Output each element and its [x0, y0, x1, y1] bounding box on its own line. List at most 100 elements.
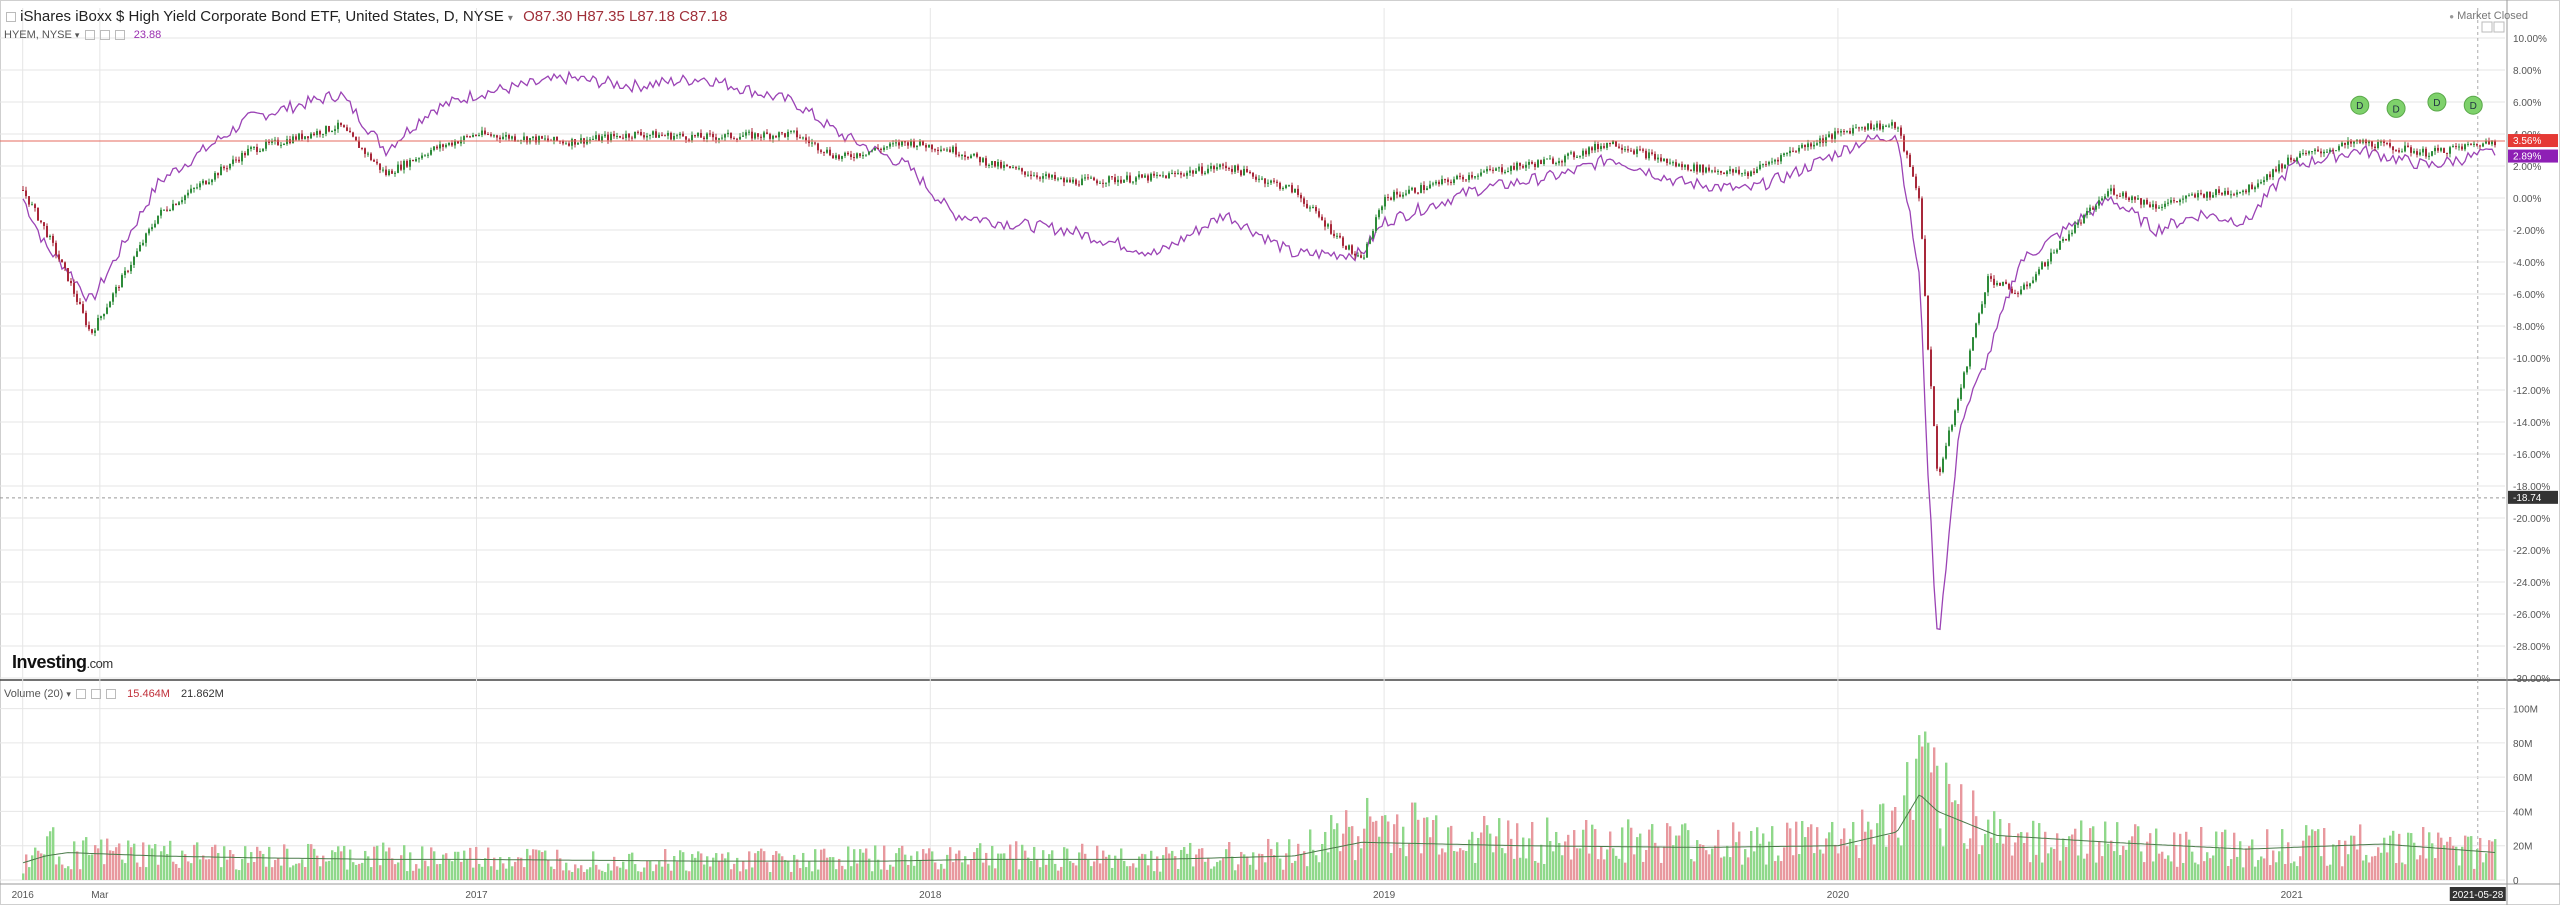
- candle-body: [1528, 161, 1530, 165]
- volume-bar: [1627, 819, 1630, 880]
- candle-body: [1573, 152, 1575, 158]
- volume-bar: [478, 863, 481, 880]
- settings-icon[interactable]: [91, 689, 102, 700]
- candle-body: [649, 134, 651, 136]
- candle-body: [982, 158, 984, 163]
- chevron-down-icon[interactable]: ▾: [66, 689, 71, 699]
- candle-body: [913, 140, 915, 148]
- candle-body: [229, 163, 231, 169]
- volume-bar: [379, 865, 382, 880]
- visibility-icon[interactable]: [84, 30, 95, 41]
- candle-body: [388, 170, 390, 175]
- collapse-icon[interactable]: [6, 12, 16, 23]
- candle-body: [1234, 165, 1236, 172]
- candle-body: [385, 169, 387, 175]
- volume-bar: [940, 863, 943, 880]
- volume-bar: [2320, 856, 2323, 880]
- volume-bar: [1576, 848, 1579, 880]
- candle-body: [910, 140, 912, 146]
- volume-label[interactable]: Volume (20): [4, 688, 64, 700]
- candle-body: [1576, 156, 1578, 158]
- volume-bar: [1984, 833, 1987, 880]
- volume-bar: [2290, 863, 2293, 880]
- volume-bar: [118, 843, 121, 880]
- volume-bar: [481, 866, 484, 880]
- volume-bar: [1906, 762, 1909, 880]
- candle-body: [2479, 145, 2481, 147]
- candle-body: [295, 136, 297, 140]
- candle-body: [1666, 158, 1668, 163]
- candle-body: [805, 137, 807, 141]
- chevron-down-icon[interactable]: ▾: [74, 30, 80, 40]
- volume-bar: [673, 856, 676, 880]
- volume-bar: [2077, 855, 2080, 880]
- candle-body: [2371, 141, 2373, 147]
- volume-bar: [1786, 822, 1789, 880]
- candle-body: [1276, 181, 1278, 183]
- chevron-down-icon[interactable]: ▾: [507, 13, 513, 24]
- volume-bar: [2479, 837, 2482, 880]
- candle-body: [1456, 175, 1458, 180]
- volume-bar: [154, 844, 157, 880]
- candle-body: [868, 151, 870, 155]
- candle-body: [850, 154, 852, 158]
- volume-bar: [1228, 842, 1231, 880]
- x-tick-label: 2018: [919, 890, 942, 901]
- volume-bar: [862, 852, 865, 880]
- volume-bar: [2482, 862, 2485, 880]
- volume-bar: [2203, 861, 2206, 880]
- compare-symbol[interactable]: HYEM, NYSE: [4, 29, 72, 41]
- dividend-marker: [2427, 92, 2447, 112]
- candle-body: [418, 158, 420, 160]
- candle-body: [1381, 206, 1383, 211]
- volume-bar: [1399, 847, 1402, 880]
- volume-bar: [1045, 864, 1048, 880]
- close-icon[interactable]: [106, 689, 117, 700]
- candle-body: [862, 155, 864, 157]
- volume-bar: [1033, 846, 1036, 880]
- volume-bar: [1633, 854, 1636, 880]
- candle-body: [2227, 190, 2229, 195]
- candle-body: [1126, 175, 1128, 180]
- candle-body: [1816, 143, 1818, 145]
- candle-body: [823, 151, 825, 153]
- candle-body: [847, 152, 849, 155]
- volume-bar: [22, 873, 25, 880]
- volume-bar: [661, 866, 664, 880]
- candle-body: [886, 146, 888, 148]
- settings-icon[interactable]: [99, 30, 110, 41]
- candle-body: [1726, 171, 1728, 175]
- volume-bar: [2404, 864, 2407, 880]
- candle-body: [400, 164, 402, 170]
- volume-bar: [2209, 858, 2212, 880]
- y-tick-label: -24.00%: [2513, 578, 2550, 589]
- volume-bar: [1792, 855, 1795, 880]
- visibility-icon[interactable]: [75, 689, 86, 700]
- volume-bar: [1270, 848, 1273, 880]
- volume-bar: [715, 853, 718, 880]
- candle-body: [130, 264, 132, 272]
- candle-body: [232, 159, 234, 164]
- volume-bar: [1087, 859, 1090, 880]
- symbol-title[interactable]: iShares iBoxx $ High Yield Corporate Bon…: [20, 8, 504, 25]
- close-icon[interactable]: [114, 30, 125, 41]
- candle-body: [1333, 233, 1335, 237]
- candle-body: [1021, 168, 1023, 172]
- candle-body: [2353, 141, 2355, 144]
- volume-bar: [853, 849, 856, 880]
- candle-body: [1609, 142, 1611, 145]
- candle-body: [1564, 155, 1566, 163]
- candle-body: [2299, 153, 2301, 158]
- candle-body: [1216, 167, 1218, 170]
- volume-bar: [565, 862, 568, 880]
- candle-body: [223, 166, 225, 169]
- volume-bar: [2122, 845, 2125, 880]
- candle-body: [421, 155, 423, 159]
- candle-body: [1867, 123, 1869, 130]
- candle-body: [181, 200, 183, 203]
- candle-body: [814, 142, 816, 144]
- candle-body: [154, 223, 156, 228]
- volume-bar: [1564, 841, 1567, 880]
- candle-body: [1636, 149, 1638, 154]
